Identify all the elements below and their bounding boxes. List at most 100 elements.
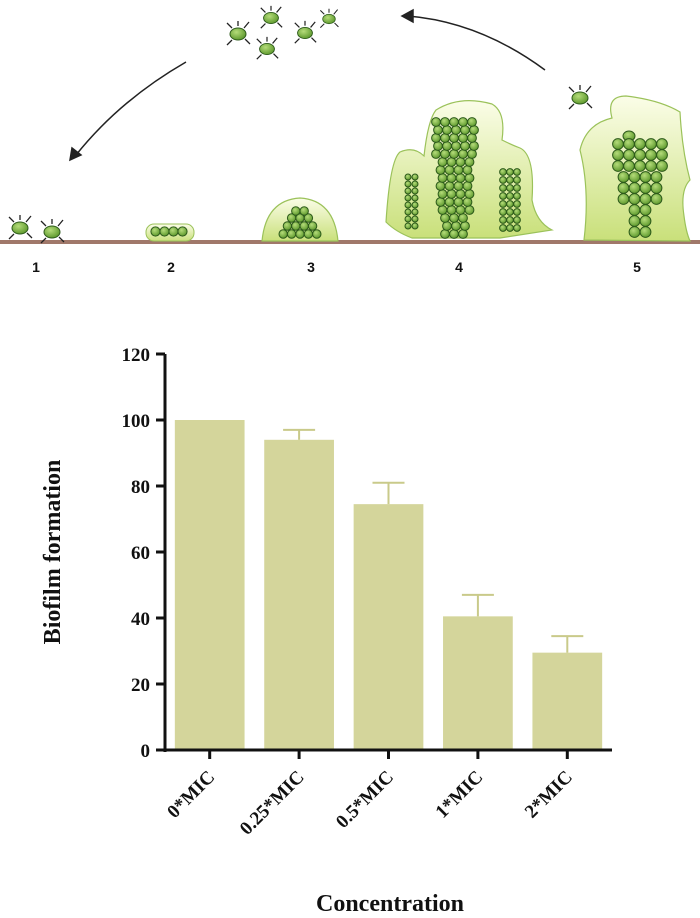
bacterial-cell (506, 168, 514, 176)
bacterial-cell (513, 216, 521, 224)
bacterial-cell (291, 221, 301, 231)
bacterial-cell (442, 125, 452, 135)
bacterial-cell (499, 176, 507, 184)
bar-chart: 0 20 40 60 80 100 120 0*MIC 0.25*MIC 0.5*MIC 1*MI… (40, 345, 612, 917)
bacterial-cell (513, 200, 521, 208)
x-axis-title: Concentration (316, 891, 464, 917)
bacterial-cell (453, 181, 464, 191)
bacterial-cell (411, 201, 419, 209)
bacterial-cell (449, 229, 459, 239)
bacterial-cell (411, 215, 419, 223)
bacterial-cell (449, 133, 459, 143)
bacterial-cell (645, 149, 657, 161)
bacterial-cell (411, 208, 419, 216)
bacterial-cell (634, 138, 646, 150)
bacterial-cell (458, 213, 468, 223)
bacterial-cell (446, 173, 457, 183)
bacterial-cell (431, 133, 441, 143)
y-tick-label: 40 (131, 609, 150, 630)
bacterial-cell (513, 176, 521, 184)
bacterial-cell (506, 192, 514, 200)
bacterial-cell (411, 187, 419, 195)
bacterial-cell (449, 117, 459, 127)
bacterial-cell (513, 168, 521, 176)
y-tick-label: 80 (131, 477, 150, 498)
bacterial-cell (628, 204, 641, 216)
bacterial-cell (460, 141, 470, 151)
bacterial-cell (628, 215, 641, 227)
error-bars (283, 428, 584, 653)
bacterial-cell (464, 205, 475, 215)
bacterial-cell (513, 184, 521, 192)
bacterial-cell (460, 221, 470, 231)
x-tick-label: 0.25*MIC (236, 767, 309, 840)
bacterial-cell (612, 160, 624, 172)
bacterial-cell (612, 149, 624, 161)
bars (174, 420, 603, 750)
bacterial-cell (411, 180, 419, 188)
bacterial-cell (506, 224, 514, 232)
planktonic-bacteria-icon (226, 5, 339, 60)
bacterial-cell (431, 149, 441, 159)
bacterial-cell (433, 141, 443, 151)
bacterial-cell (437, 157, 448, 167)
stage-label: 5 (633, 259, 641, 275)
bacterial-cell (628, 193, 641, 205)
bacterial-cell (299, 206, 309, 216)
bacterial-cell (513, 208, 521, 216)
bacterial-cell (513, 224, 521, 232)
bacterial-cell (506, 216, 514, 224)
bacterial-cell (440, 117, 450, 127)
bacterial-cell (278, 229, 288, 239)
bacterial-cell (639, 171, 652, 183)
bacterial-cell (453, 165, 464, 175)
bacterial-cell (499, 224, 507, 232)
bacterial-cell (628, 182, 641, 194)
bacterial-cell (449, 213, 459, 223)
bacterial-cell (291, 206, 301, 216)
bacterial-cell (411, 222, 419, 230)
stage-label: 3 (307, 259, 315, 275)
bacterial-cell (446, 157, 457, 167)
bacterial-cell (645, 160, 657, 172)
bacterial-cell (639, 193, 652, 205)
bacterial-cell (282, 221, 293, 231)
bacterial-cell (435, 181, 446, 191)
bacterial-cell (464, 189, 475, 199)
maturation-icon (385, 100, 554, 239)
bacterial-cell (437, 173, 448, 183)
bacterial-cell (451, 221, 461, 231)
bacterial-cell (446, 189, 457, 199)
bacterial-cell (656, 138, 668, 150)
bacterial-cell (444, 165, 455, 175)
y-axis-ticks: 0 20 40 60 80 100 120 (122, 345, 165, 762)
microcolony-icon (145, 223, 195, 242)
bacterial-cell (462, 165, 473, 175)
bacterial-cell (506, 176, 514, 184)
bacterial-cell (656, 160, 668, 172)
bacterial-cell (307, 221, 318, 231)
bacterial-cell (650, 171, 663, 183)
bacterial-cell (404, 194, 412, 202)
bacterial-cell (462, 181, 473, 191)
bacterial-cell (628, 226, 641, 238)
y-tick-label: 0 (141, 741, 151, 762)
bacterial-cell (506, 184, 514, 192)
bacterial-cell (464, 157, 475, 167)
bacterial-cell (458, 229, 468, 239)
bacterial-cell (446, 205, 457, 215)
bacterial-cell (442, 141, 452, 151)
bacterial-cell (449, 149, 459, 159)
bacterial-cell (467, 117, 477, 127)
bacterial-cell (312, 229, 322, 239)
bacterial-cell (404, 222, 412, 230)
bacterial-cell (451, 125, 461, 135)
bacterial-cell (469, 141, 479, 151)
bacterial-cell (639, 182, 652, 194)
bacterial-cell (623, 160, 635, 172)
x-tick-label: 1*MIC (432, 767, 488, 823)
bacterial-cell (467, 133, 477, 143)
bacterial-cell (623, 149, 635, 161)
error-bar (283, 428, 316, 440)
